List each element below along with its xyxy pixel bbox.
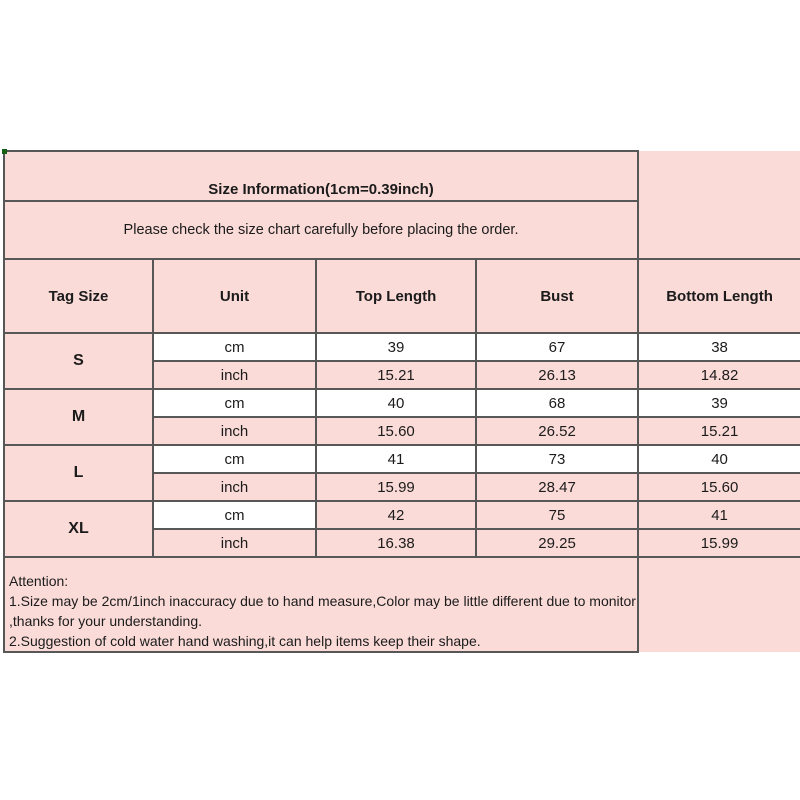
size-value-cell: 29.25: [474, 528, 640, 558]
size-info-title: Size Information(1cm=0.39inch): [2, 150, 640, 202]
table-row: M cm 40 68 39: [3, 388, 800, 446]
table-row: L cm 41 73 40: [3, 444, 800, 502]
size-value-cell: 41: [315, 444, 477, 474]
attention-line: ,thanks for your understanding.: [9, 613, 203, 629]
table-row: XL cm 42 75 41: [3, 500, 800, 558]
col-header-tag-size: Tag Size: [3, 258, 154, 334]
unit-label: cm: [152, 332, 317, 362]
size-value-cell: 15.99: [637, 528, 800, 558]
attention-note: Attention: 1.Size may be 2cm/1inch inacc…: [2, 556, 640, 653]
green-corner-artifact: [2, 149, 7, 154]
unit-label: inch: [152, 528, 317, 558]
col-header-top-length: Top Length: [315, 258, 477, 334]
size-value-cell: 73: [474, 444, 640, 474]
size-value-cell: 68: [474, 388, 640, 418]
tag-size-s: S: [3, 332, 154, 390]
tag-size-m: M: [3, 388, 154, 446]
attention-line: Attention:: [9, 573, 69, 589]
unit-label: inch: [152, 472, 317, 502]
size-value-cell: 26.52: [474, 416, 640, 446]
size-value-cell: 40: [315, 388, 477, 418]
size-value-cell: 15.99: [315, 472, 477, 502]
size-table: Size Information(1cm=0.39inch) Please ch…: [2, 150, 800, 653]
size-value-cell: 38: [637, 332, 800, 362]
size-value-cell: 39: [315, 332, 477, 362]
unit-label: cm: [152, 388, 317, 418]
col-header-bust: Bust: [474, 258, 640, 334]
size-value-cell: 15.60: [637, 472, 800, 502]
size-value-cell: 42: [315, 500, 477, 530]
size-value-cell: 15.21: [637, 416, 800, 446]
unit-label: inch: [152, 360, 317, 390]
tag-size-xl: XL: [3, 500, 154, 558]
size-value-cell: 40: [637, 444, 800, 474]
col-header-bottom-length: Bottom Length: [637, 258, 800, 334]
table-row: inch 15.21 26.13 14.82: [4, 360, 800, 390]
unit-label: inch: [152, 416, 317, 446]
col-header-unit: Unit: [152, 258, 317, 334]
size-value-cell: 14.82: [637, 360, 800, 390]
size-value-cell: 67: [474, 332, 640, 362]
size-value-cell: 16.38: [315, 528, 477, 558]
size-value-cell: 28.47: [474, 472, 640, 502]
table-row: inch 15.60 26.52 15.21: [4, 416, 800, 446]
unit-label: cm: [152, 500, 317, 530]
size-value-cell: 26.13: [474, 360, 640, 390]
table-row: inch 15.99 28.47 15.60: [4, 472, 800, 502]
table-row: S cm 39 67 38: [3, 332, 800, 390]
size-value-cell: 75: [474, 500, 640, 530]
bottom-right-spacer: [638, 557, 800, 652]
size-value-cell: 15.60: [315, 416, 477, 446]
size-chart-subtitle: Please check the size chart carefully be…: [2, 200, 640, 260]
size-value-cell: 39: [637, 388, 800, 418]
table-row: inch 16.38 29.25 15.99: [4, 528, 800, 558]
top-right-spacer: [638, 151, 800, 259]
attention-line: 1.Size may be 2cm/1inch inaccuracy due t…: [9, 593, 636, 609]
size-value-cell: 15.21: [315, 360, 477, 390]
attention-line: 2.Suggestion of cold water hand washing,…: [9, 633, 481, 649]
size-value-cell: 41: [637, 500, 800, 530]
unit-label: cm: [152, 444, 317, 474]
tag-size-l: L: [3, 444, 154, 502]
